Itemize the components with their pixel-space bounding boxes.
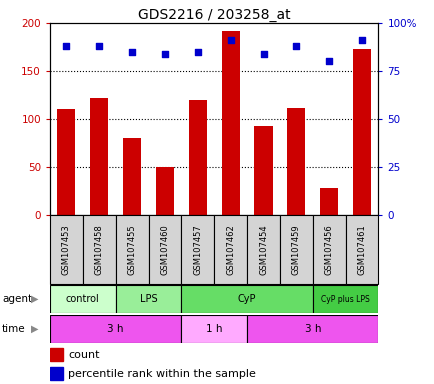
Text: agent: agent [2,294,32,304]
Text: ▶: ▶ [31,294,39,304]
Bar [181,315,247,343]
Text: CyP plus LPS: CyP plus LPS [320,295,369,304]
Text: control: control [66,294,99,304]
Bar [50,367,63,380]
Point [227,37,233,43]
Point [63,43,70,49]
Bar [312,215,345,284]
Text: GSM107455: GSM107455 [127,224,136,275]
Bar [247,315,378,343]
Text: count: count [68,350,99,360]
Text: GSM107454: GSM107454 [258,224,267,275]
Bar [319,188,338,215]
Bar [123,138,141,215]
Point [292,43,299,49]
Bar [345,215,378,284]
Bar [82,215,115,284]
Bar [352,49,370,215]
Point [128,49,135,55]
Bar [57,109,76,215]
Point [194,49,201,55]
Text: GSM107459: GSM107459 [291,224,300,275]
Point [95,43,102,49]
Bar [279,215,312,284]
Bar [221,31,239,215]
Bar [286,108,305,215]
Text: LPS: LPS [139,294,157,304]
Bar [148,215,181,284]
Text: GSM107456: GSM107456 [324,224,333,275]
Bar [90,98,108,215]
Bar [50,348,63,361]
Text: GSM107460: GSM107460 [160,224,169,275]
Text: CyP: CyP [237,294,256,304]
Bar [155,167,174,215]
Bar [247,215,279,284]
Bar [254,126,272,215]
Bar [115,285,181,313]
Point [260,51,266,57]
Title: GDS2216 / 203258_at: GDS2216 / 203258_at [138,8,290,22]
Text: ▶: ▶ [31,324,39,334]
Point [325,58,332,65]
Text: percentile rank within the sample: percentile rank within the sample [68,369,255,379]
Bar [181,285,312,313]
Bar [214,215,247,284]
Bar [115,215,148,284]
Point [161,51,168,57]
Text: 3 h: 3 h [107,324,124,334]
Bar [312,285,378,313]
Bar [50,215,82,284]
Point [358,37,365,43]
Text: GSM107461: GSM107461 [357,224,366,275]
Text: 3 h: 3 h [304,324,320,334]
Text: 1 h: 1 h [206,324,222,334]
Text: GSM107458: GSM107458 [95,224,104,275]
Bar [181,215,214,284]
Bar [188,100,207,215]
Bar [50,315,181,343]
Text: GSM107453: GSM107453 [62,224,71,275]
Text: GSM107462: GSM107462 [226,224,235,275]
Text: GSM107457: GSM107457 [193,224,202,275]
Bar [50,285,115,313]
Text: time: time [2,324,26,334]
